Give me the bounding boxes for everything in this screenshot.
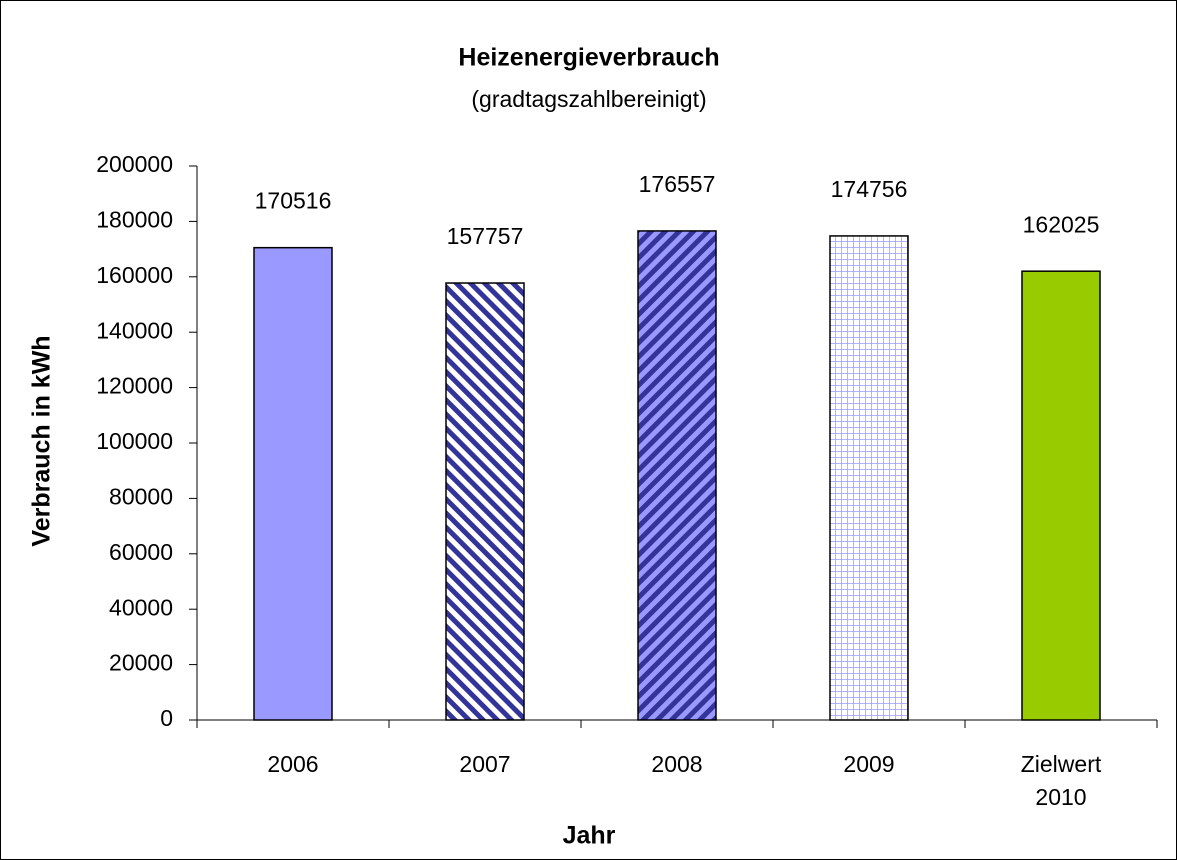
- x-tick-label: 2009: [843, 751, 895, 777]
- y-tick-label: 60000: [109, 539, 173, 565]
- y-tick-label: 40000: [109, 594, 173, 620]
- y-tick-label: 160000: [96, 262, 173, 288]
- x-tick-label: Zielwert 2010: [1020, 751, 1102, 810]
- value-label: 176557: [639, 171, 716, 197]
- chart-title: Heizenergieverbrauch: [458, 44, 719, 72]
- y-tick-label: 80000: [109, 483, 173, 509]
- x-axis-title: Jahr: [563, 822, 616, 850]
- y-axis-title: Verbrauch in kWh: [28, 335, 56, 546]
- y-tick-label: 0: [160, 705, 173, 731]
- value-label: 174756: [831, 176, 908, 202]
- y-tick-label: 180000: [96, 206, 173, 232]
- value-label: 162025: [1023, 211, 1100, 237]
- x-tick-label: 2006: [267, 751, 319, 777]
- chart-subtitle: (gradtagszahlbereinigt): [471, 86, 706, 112]
- value-label: 157757: [447, 223, 524, 249]
- y-tick-label: 120000: [96, 373, 173, 399]
- y-tick-label: 100000: [96, 428, 173, 454]
- y-tick-label: 200000: [96, 151, 173, 177]
- x-tick-label: 2008: [651, 751, 703, 777]
- value-label: 170516: [255, 188, 332, 214]
- bar: [253, 246, 333, 721]
- bar: [445, 282, 525, 721]
- y-tick-label: 140000: [96, 317, 173, 343]
- bar: [829, 235, 909, 721]
- bar: [1021, 270, 1101, 721]
- x-tick-label: 2007: [459, 751, 511, 777]
- y-tick-label: 20000: [109, 650, 173, 676]
- bar: [637, 230, 717, 721]
